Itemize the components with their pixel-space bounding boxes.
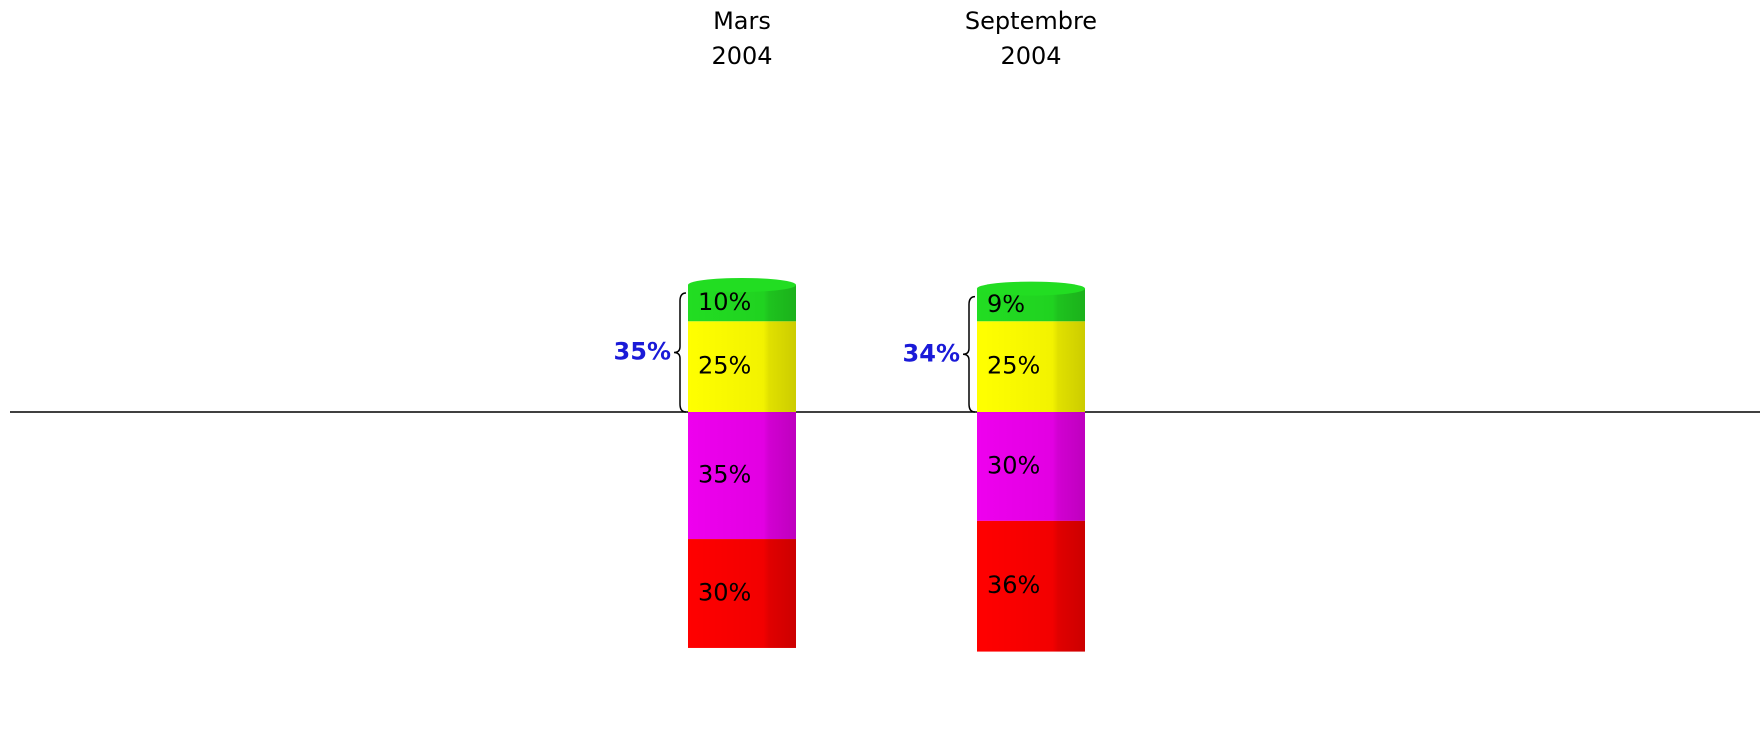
segment-label: 30%: [987, 451, 1040, 479]
category-label-line: 2004: [711, 42, 772, 70]
category-label: Mars 2004: [711, 7, 772, 70]
bar-top: [688, 277, 796, 292]
segment-label: 35%: [698, 461, 751, 489]
segment-label: 25%: [987, 352, 1040, 380]
bar-shade: [688, 321, 796, 412]
segment-label: 10%: [698, 288, 751, 316]
brace: [962, 295, 976, 413]
bar-shade: [688, 412, 796, 540]
bar-top: [977, 281, 1085, 296]
category-label: Septembre 2004: [965, 7, 1097, 70]
segment-label: 36%: [987, 571, 1040, 599]
segment-label: 25%: [698, 352, 751, 380]
bar-shade: [977, 520, 1085, 652]
bar-shade: [977, 321, 1085, 412]
category-label-line: 2004: [1000, 42, 1061, 70]
category-label-line: Mars: [713, 7, 771, 35]
brace-label: 34%: [903, 339, 960, 367]
segment-label: 30%: [698, 579, 751, 607]
bar-shade: [688, 539, 796, 648]
brace: [673, 292, 687, 413]
bar-shade: [977, 412, 1085, 521]
brace-label: 35%: [614, 337, 671, 365]
category-label-line: Septembre: [965, 7, 1097, 35]
